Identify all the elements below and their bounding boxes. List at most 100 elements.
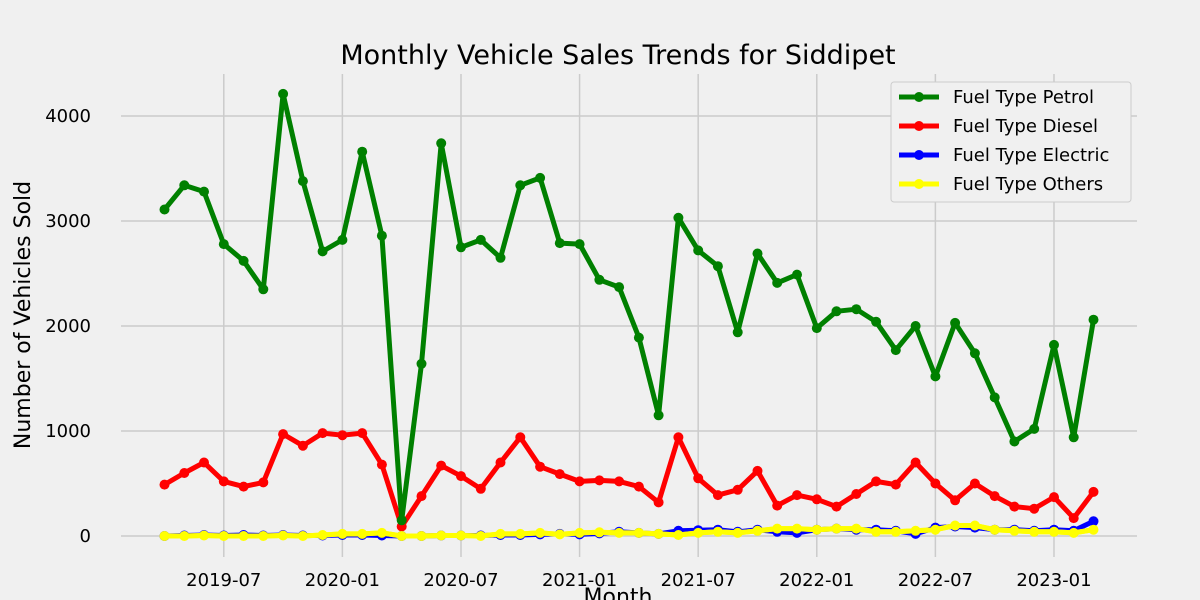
y-axis-ticks: 0 1000 2000 3000 4000 (45, 106, 91, 547)
fuel-type-petrol-point (238, 255, 249, 266)
fuel-type-petrol-point (337, 234, 348, 245)
fuel-type-diesel-point (614, 476, 625, 487)
fuel-type-petrol-point (179, 180, 190, 191)
fuel-type-petrol-point (653, 410, 664, 421)
fuel-type-diesel-point (337, 430, 348, 441)
fuel-type-petrol-point (297, 176, 308, 187)
legend-box (890, 81, 1132, 203)
x-tick-label: 2022-07 (898, 570, 973, 591)
fuel-type-petrol-point (554, 238, 565, 249)
fuel-type-others-line-overlay (164, 523, 1094, 539)
fuel-type-petrol-point (436, 138, 447, 149)
fuel-type-petrol-point (950, 317, 961, 328)
x-tick-label: 2021-07 (661, 570, 736, 591)
fuel-type-diesel-point (752, 465, 763, 476)
legend-swatch-marker (914, 150, 924, 160)
x-tick-label: 2019-07 (186, 570, 261, 591)
x-tick-label: 2023-01 (1016, 570, 1091, 591)
legend-swatch-marker (914, 92, 924, 102)
fuel-type-petrol-point (752, 248, 763, 259)
legend-label: Fuel Type Others (953, 174, 1103, 195)
fuel-type-diesel-point (890, 479, 901, 490)
fuel-type-diesel-point (1009, 501, 1020, 512)
fuel-type-petrol-point (515, 180, 526, 191)
y-tick-label: 1000 (45, 421, 91, 442)
fuel-type-diesel-point (416, 491, 427, 502)
legend-label: Fuel Type Electric (953, 145, 1109, 166)
fuel-type-diesel-point (456, 471, 466, 482)
fuel-type-petrol-point (1049, 339, 1059, 350)
fuel-type-diesel-point (633, 481, 644, 492)
legend-swatch-marker (914, 121, 924, 131)
fuel-type-diesel-point (495, 457, 506, 468)
legend: Fuel Type Petrol Fuel Type Diesel Fuel Typ… (890, 81, 1132, 203)
fuel-type-petrol-point (456, 242, 466, 253)
fuel-type-petrol-point (535, 172, 546, 183)
fuel-type-petrol-point (673, 212, 684, 223)
fuel-type-petrol-point (969, 348, 980, 359)
fuel-type-diesel-point (238, 481, 249, 492)
fuel-type-diesel-point (594, 475, 605, 486)
fuel-type-diesel-point (950, 495, 961, 506)
fuel-type-petrol-point (574, 239, 585, 250)
chart-title: Monthly Vehicle Sales Trends for Siddipe… (340, 40, 895, 71)
fuel-type-diesel-point (1068, 513, 1079, 524)
x-tick-label: 2020-07 (423, 570, 498, 591)
fuel-type-diesel-point (297, 440, 308, 451)
fuel-type-petrol-point (831, 306, 842, 317)
legend-label: Fuel Type Diesel (953, 116, 1098, 137)
y-tick-label: 0 (80, 526, 91, 547)
fuel-type-petrol-point (376, 230, 387, 241)
fuel-type-diesel-point (554, 469, 565, 480)
fuel-type-diesel-point (574, 476, 585, 487)
fuel-type-diesel-point (535, 461, 546, 472)
x-tick-label: 2020-01 (305, 570, 380, 591)
fuel-type-diesel-point (772, 500, 783, 511)
fuel-type-petrol-point (811, 323, 822, 334)
fuel-type-diesel-point (159, 479, 170, 490)
fuel-type-diesel-point (376, 459, 387, 470)
fuel-type-diesel-point (1088, 486, 1099, 497)
fuel-type-petrol-point (317, 246, 328, 257)
fuel-type-diesel-point (436, 460, 447, 471)
fuel-type-diesel-point (1029, 503, 1040, 514)
fuel-type-diesel-point (199, 457, 209, 468)
fuel-type-diesel-point (1049, 492, 1059, 503)
fuel-type-diesel-point (910, 457, 921, 468)
fuel-type-petrol-point (1029, 423, 1040, 434)
fuel-type-petrol-point (772, 277, 783, 288)
fuel-type-petrol-point (396, 515, 407, 526)
x-tick-label: 2021-01 (542, 570, 617, 591)
fuel-type-diesel-point (179, 468, 190, 478)
legend-swatch-marker (914, 179, 924, 189)
fuel-type-petrol-point (792, 269, 802, 280)
x-axis-ticks: 2019-07 2020-01 2020-07 2021-01 2021-07 2022-… (186, 570, 1091, 591)
fuel-type-petrol-point (871, 316, 882, 327)
fuel-type-petrol-point (159, 204, 170, 215)
fuel-type-petrol-point (258, 284, 269, 295)
fuel-type-electric-point (1088, 516, 1099, 527)
x-tick-label: 2022-01 (779, 570, 854, 591)
x-axis-label: Month (584, 585, 653, 600)
fuel-type-diesel-point (851, 489, 862, 499)
fuel-type-petrol-point (1009, 436, 1020, 447)
fuel-type-petrol-point (357, 146, 368, 157)
fuel-type-diesel-point (218, 476, 229, 487)
fuel-type-diesel-point (673, 432, 684, 443)
fuel-type-petrol-point (614, 282, 625, 293)
fuel-type-petrol-point (732, 327, 743, 338)
fuel-type-petrol-point (989, 392, 1000, 403)
fuel-type-diesel-point (712, 490, 723, 501)
fuel-type-petrol-point (1068, 432, 1079, 443)
fuel-type-diesel-point (278, 429, 289, 440)
fuel-type-petrol-point (495, 252, 506, 263)
fuel-type-diesel-point (475, 483, 486, 494)
fuel-type-petrol-line (162, 91, 1096, 523)
fuel-type-diesel-point (258, 477, 269, 488)
fuel-type-petrol-point (633, 332, 644, 343)
fuel-type-petrol-point (693, 245, 704, 256)
fuel-type-petrol-point (199, 186, 209, 197)
fuel-type-diesel-point (930, 478, 941, 489)
fuel-type-petrol-point (890, 345, 901, 356)
